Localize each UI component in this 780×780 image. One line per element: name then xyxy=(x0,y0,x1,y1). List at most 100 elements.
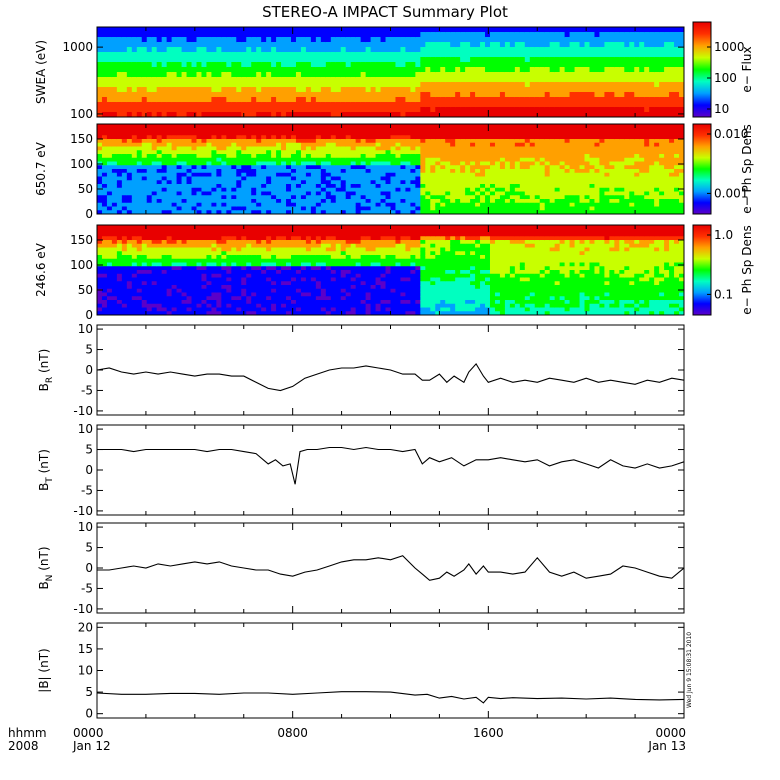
heatmap-cell xyxy=(236,62,242,68)
heatmap-cell xyxy=(549,195,556,200)
heatmap-cell xyxy=(360,176,367,181)
heatmap-cell xyxy=(126,191,133,196)
heatmap-cell xyxy=(629,67,635,73)
heatmap-cell xyxy=(659,47,665,53)
heatmap-cell xyxy=(261,57,267,63)
heatmap-cell xyxy=(335,176,342,181)
heatmap-cell xyxy=(634,37,640,43)
heatmap-cell xyxy=(201,161,208,166)
heatmap-cell xyxy=(584,187,591,193)
heatmap-cell xyxy=(266,142,272,148)
heatmap-cell xyxy=(420,195,426,200)
heatmap-cell xyxy=(126,157,133,163)
heatmap-cell xyxy=(101,139,108,144)
heatmap-cell xyxy=(544,82,551,88)
heatmap-cell xyxy=(241,37,247,43)
heatmap-cell xyxy=(251,72,257,78)
heatmap-cell xyxy=(674,47,680,53)
heatmap-cell xyxy=(475,52,481,58)
heatmap-cell xyxy=(136,97,143,103)
heatmap-cell xyxy=(629,92,635,98)
heatmap-cell xyxy=(624,180,630,185)
heatmap-cell xyxy=(181,37,188,43)
heatmap-cell xyxy=(564,157,571,163)
heatmap-cell xyxy=(291,37,297,43)
heatmap-cell xyxy=(519,161,526,166)
heatmap-cell xyxy=(166,146,173,151)
heatmap-cell xyxy=(564,52,571,58)
heatmap-cell xyxy=(544,180,551,185)
heatmap-cell xyxy=(151,87,158,93)
heatmap-cell xyxy=(669,124,675,129)
heatmap-cell xyxy=(425,77,431,83)
heatmap-cell xyxy=(544,199,551,204)
heatmap-cell xyxy=(619,169,625,174)
heatmap-cell xyxy=(514,161,521,166)
heatmap-cell xyxy=(286,146,292,151)
heatmap-cell xyxy=(171,27,178,33)
heatmap-cell xyxy=(679,112,684,117)
heatmap-cell xyxy=(440,72,446,78)
heatmap-cell xyxy=(111,172,118,178)
heatmap-cell xyxy=(350,127,357,133)
heatmap-cell xyxy=(340,92,347,98)
heatmap-cell xyxy=(475,42,481,48)
heatmap-cell xyxy=(405,67,411,73)
heatmap-cell xyxy=(494,87,501,93)
heatmap-cell xyxy=(116,62,123,68)
heatmap-cell xyxy=(335,47,342,53)
heatmap-cell xyxy=(470,202,476,208)
heatmap-cell xyxy=(121,87,128,93)
heatmap-cell xyxy=(276,206,282,211)
heatmap-cell xyxy=(335,150,342,155)
heatmap-cell xyxy=(116,199,123,204)
heatmap-cell xyxy=(509,82,516,88)
heatmap-cell xyxy=(166,42,173,48)
heatmap-cell xyxy=(524,97,531,103)
heatmap-cell xyxy=(410,27,416,33)
heatmap-cell xyxy=(325,77,332,83)
heatmap-cell xyxy=(106,62,113,68)
heatmap-cell xyxy=(146,127,153,133)
heatmap-cell xyxy=(161,202,168,208)
heatmap-cell xyxy=(126,150,133,155)
heatmap-cell xyxy=(624,195,630,200)
heatmap-cell xyxy=(599,157,605,163)
heatmap-cell xyxy=(485,27,491,33)
heatmap-cell xyxy=(519,172,526,178)
heatmap-cell xyxy=(589,184,596,189)
heatmap-cell xyxy=(445,146,451,151)
heatmap-cell xyxy=(236,124,242,129)
heatmap-cell xyxy=(465,32,471,38)
heatmap-cell xyxy=(310,97,317,103)
heatmap-cell xyxy=(604,150,610,155)
heatmap-cell xyxy=(455,92,461,98)
heatmap-cell xyxy=(390,154,397,159)
heatmap-cell xyxy=(649,72,655,78)
heatmap-cell xyxy=(236,146,242,151)
heatmap-cell xyxy=(674,57,680,63)
heatmap-cell xyxy=(589,165,596,170)
heatmap-cell xyxy=(206,97,213,103)
heatmap-cell xyxy=(494,195,501,200)
heatmap-cell xyxy=(325,42,332,48)
heatmap-cell xyxy=(176,187,183,193)
heatmap-cell xyxy=(286,87,292,93)
heatmap-cell xyxy=(241,199,247,204)
heatmap-cell xyxy=(654,172,660,178)
heatmap-cell xyxy=(539,92,546,98)
heatmap-cell xyxy=(146,176,153,181)
heatmap-cell xyxy=(584,72,591,78)
heatmap-cell xyxy=(589,52,596,58)
heatmap-cell xyxy=(231,191,237,196)
heatmap-cell xyxy=(499,97,506,103)
heatmap-cell xyxy=(281,112,287,117)
heatmap-cell xyxy=(529,82,536,88)
heatmap-cell xyxy=(440,154,446,159)
heatmap-cell xyxy=(325,202,332,208)
heatmap-cell xyxy=(186,97,193,103)
heatmap-cell xyxy=(370,172,377,178)
heatmap-cell xyxy=(330,72,337,78)
heatmap-cell xyxy=(629,161,635,166)
heatmap-cell xyxy=(489,47,496,53)
